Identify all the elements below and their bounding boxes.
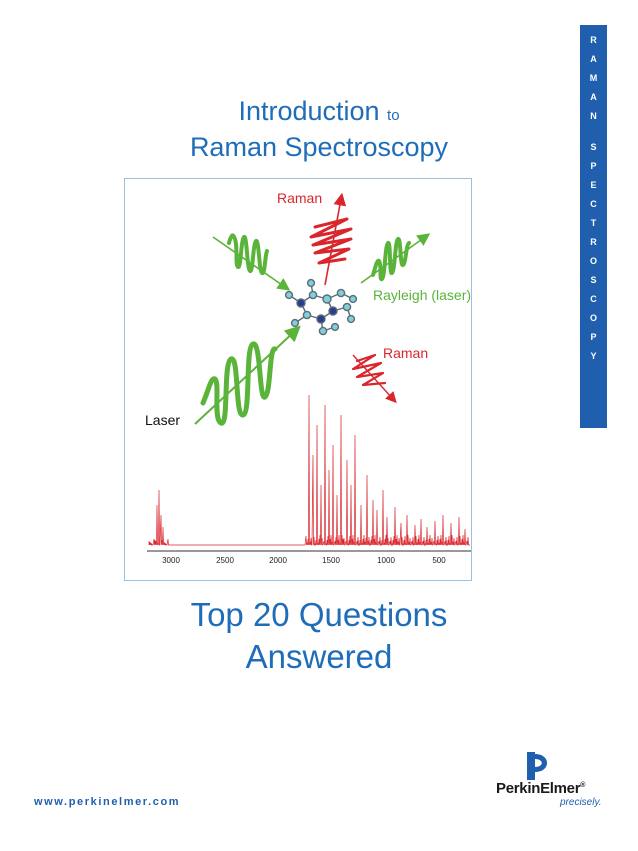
logo-tagline: precisely.: [560, 797, 602, 808]
subtitle-line2: Answered: [245, 638, 393, 675]
raman-wave-right: [351, 353, 397, 404]
side-tab-letter: N: [590, 111, 597, 121]
side-tab-letter: C: [590, 294, 597, 304]
side-tab-letter: S: [590, 275, 597, 285]
side-tab-letter: E: [590, 180, 597, 190]
side-tab-letter: O: [589, 256, 597, 266]
illustration-graphics: [147, 192, 471, 552]
side-tab-letter: O: [589, 313, 597, 323]
rayleigh-wave-left: [212, 233, 291, 291]
title-main: Introduction: [238, 96, 380, 126]
page-title-line2: Raman Spectroscopy: [189, 132, 449, 162]
page-title: Introduction to: [0, 96, 638, 127]
rayleigh-wave-right: [360, 233, 431, 284]
side-tab-letter: A: [590, 54, 597, 64]
spectrum-trace: [148, 394, 470, 547]
spectrum-tick: 2500: [216, 556, 234, 565]
website-link[interactable]: www.perkinelmer.com: [34, 796, 181, 808]
laser-wave: [194, 325, 301, 426]
side-tab-letter: M: [589, 73, 598, 83]
label-raman-right: Raman: [383, 345, 429, 361]
side-tab-letter: Y: [590, 351, 597, 361]
title-to: to: [387, 107, 400, 124]
spectrum-tick: 1500: [322, 556, 340, 565]
label-laser: Laser: [145, 412, 181, 428]
spectrum-tick: 3000: [162, 556, 180, 565]
cover-illustration: Raman Rayleigh (laser) Raman Laser 3000 …: [124, 178, 472, 581]
spectrum-tick: 2000: [269, 556, 287, 565]
logo-elmer: Elmer: [540, 780, 581, 797]
side-tab-letter: R: [590, 35, 597, 45]
raman-wave-top: [309, 192, 353, 286]
side-tab-letter: P: [590, 161, 597, 171]
side-tab-letter: C: [590, 199, 597, 209]
label-rayleigh: Rayleigh (laser): [373, 287, 472, 303]
side-tab-letter: T: [590, 218, 597, 228]
side-tab-letter: S: [590, 142, 597, 152]
logo-perkin: Perkin: [496, 780, 541, 797]
subtitle-line1: Top 20 Questions: [190, 596, 448, 633]
label-raman-top: Raman: [277, 190, 323, 206]
perkinelmer-logo-text: PerkinElmer®: [496, 780, 585, 797]
side-tab-letter: R: [590, 237, 597, 247]
spectrum-tick: 1000: [377, 556, 395, 565]
perkinelmer-logo-icon: [527, 752, 547, 780]
spectrum-tick: 500: [432, 556, 446, 565]
side-tab-letter: A: [590, 92, 597, 102]
molecule-model: [284, 278, 358, 336]
side-tab-letter: P: [590, 332, 597, 342]
logo-registered: ®: [580, 782, 586, 789]
